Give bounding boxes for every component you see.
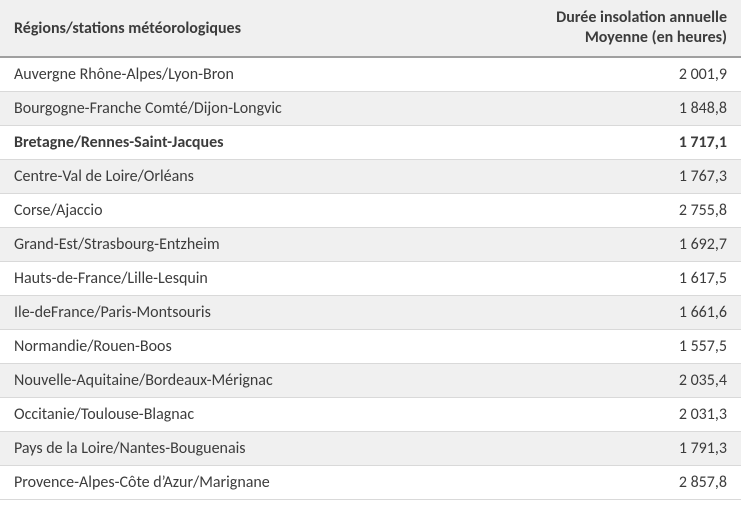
region-label: Normandie/Rouen-Boos	[0, 330, 443, 364]
duration-value: 2 001,9	[443, 57, 741, 92]
duration-value: 1 848,8	[443, 92, 741, 126]
table-row: Ile-deFrance/Paris-Montsouris1 661,6	[0, 296, 741, 330]
table-row: Occitanie/Toulouse-Blagnac2 031,3	[0, 398, 741, 432]
header-duration-line1: Durée insolation annuelle	[556, 8, 727, 27]
region-label: Bourgogne-Franche Comté/Dijon-Longvic	[0, 92, 443, 126]
insolation-table: Régions/stations météorologiques Durée i…	[0, 0, 741, 500]
region-label: Corse/Ajaccio	[0, 194, 443, 228]
region-label: Grand-Est/Strasbourg-Entzheim	[0, 228, 443, 262]
table-row: Grand-Est/Strasbourg-Entzheim1 692,7	[0, 228, 741, 262]
duration-value: 1 692,7	[443, 228, 741, 262]
table-row: Nouvelle-Aquitaine/Bordeaux-Mérignac2 03…	[0, 364, 741, 398]
duration-value: 2 857,8	[443, 466, 741, 500]
region-label: Hauts-de-France/Lille-Lesquin	[0, 262, 443, 296]
duration-value: 1 717,1	[443, 126, 741, 160]
duration-value: 2 035,4	[443, 364, 741, 398]
region-label: Nouvelle-Aquitaine/Bordeaux-Mérignac	[0, 364, 443, 398]
duration-value: 1 557,5	[443, 330, 741, 364]
table-row: Hauts-de-France/Lille-Lesquin1 617,5	[0, 262, 741, 296]
header-duration: Durée insolation annuelle Moyenne (en he…	[443, 0, 741, 57]
duration-value: 1 791,3	[443, 432, 741, 466]
table-header-row: Régions/stations météorologiques Durée i…	[0, 0, 741, 57]
duration-value: 2 031,3	[443, 398, 741, 432]
duration-value: 1 661,6	[443, 296, 741, 330]
table-row: Centre-Val de Loire/Orléans1 767,3	[0, 160, 741, 194]
header-regions: Régions/stations météorologiques	[0, 0, 443, 57]
header-duration-line2: Moyenne (en heures)	[585, 28, 727, 47]
duration-value: 2 755,8	[443, 194, 741, 228]
duration-value: 1 617,5	[443, 262, 741, 296]
table-row: Pays de la Loire/Nantes-Bouguenais1 791,…	[0, 432, 741, 466]
region-label: Auvergne Rhône-Alpes/Lyon-Bron	[0, 57, 443, 92]
region-label: Pays de la Loire/Nantes-Bouguenais	[0, 432, 443, 466]
table-row: Bretagne/Rennes-Saint-Jacques1 717,1	[0, 126, 741, 160]
region-label: Provence-Alpes-Côte d’Azur/Marignane	[0, 466, 443, 500]
table-row: Provence-Alpes-Côte d’Azur/Marignane2 85…	[0, 466, 741, 500]
duration-value: 1 767,3	[443, 160, 741, 194]
table-row: Corse/Ajaccio2 755,8	[0, 194, 741, 228]
table-row: Normandie/Rouen-Boos1 557,5	[0, 330, 741, 364]
table-row: Auvergne Rhône-Alpes/Lyon-Bron2 001,9	[0, 57, 741, 92]
region-label: Bretagne/Rennes-Saint-Jacques	[0, 126, 443, 160]
table-body: Auvergne Rhône-Alpes/Lyon-Bron2 001,9Bou…	[0, 57, 741, 500]
region-label: Ile-deFrance/Paris-Montsouris	[0, 296, 443, 330]
region-label: Occitanie/Toulouse-Blagnac	[0, 398, 443, 432]
table-row: Bourgogne-Franche Comté/Dijon-Longvic1 8…	[0, 92, 741, 126]
region-label: Centre-Val de Loire/Orléans	[0, 160, 443, 194]
